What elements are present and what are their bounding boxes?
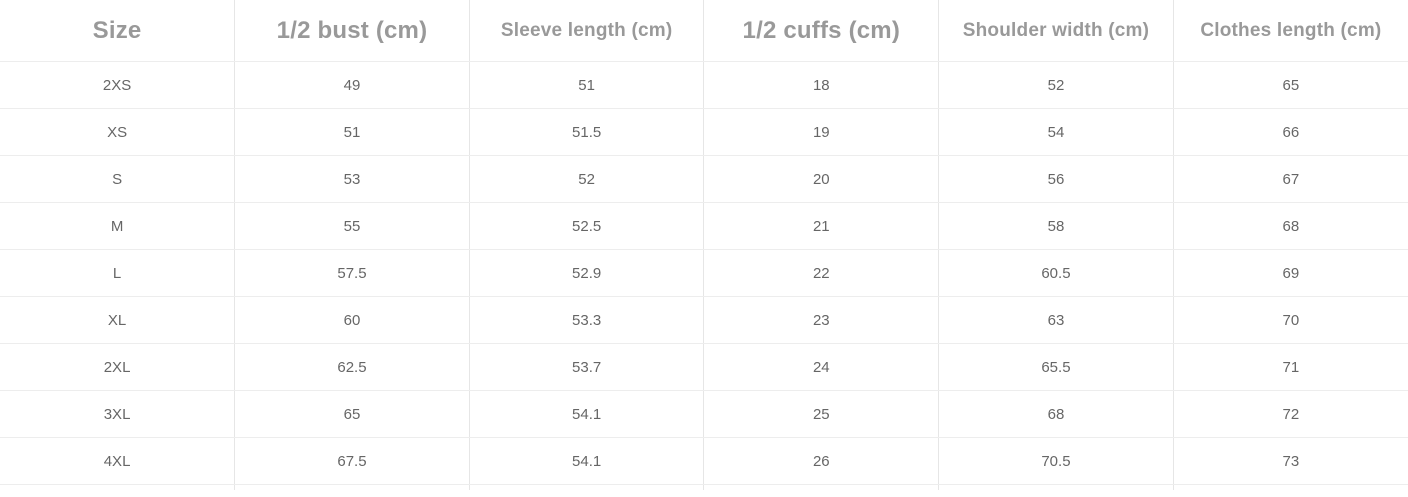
table-row: M 55 52.5 21 58 68	[0, 202, 1408, 250]
measurement-cell: 22	[703, 249, 939, 297]
measurement-cell: 65.5	[938, 343, 1174, 391]
measurement-cell: 52.9	[468, 249, 704, 297]
table-filler-cell	[1172, 484, 1408, 490]
measurement-cell: 62.5	[234, 343, 470, 391]
measurement-cell: 18	[703, 61, 939, 109]
measurement-cell: 52	[468, 155, 704, 203]
measurement-cell: 26	[703, 437, 939, 485]
measurement-cell: 60	[234, 296, 470, 344]
table-row: 4XL 67.5 54.1 26 70.5 73	[0, 437, 1408, 485]
table-filler-cell	[468, 484, 704, 490]
header-row: Size 1/2 bust (cm) Sleeve length (cm) 1/…	[0, 0, 1408, 62]
measurement-cell: 21	[703, 202, 939, 250]
measurement-cell: 55	[234, 202, 470, 250]
size-label-cell: 4XL	[0, 437, 235, 485]
measurement-cell: 68	[1172, 202, 1408, 250]
table-row: S 53 52 20 56 67	[0, 155, 1408, 203]
measurement-cell: 51.5	[468, 108, 704, 156]
measurement-cell: 66	[1172, 108, 1408, 156]
measurement-cell: 54.1	[468, 390, 704, 438]
measurement-cell: 52	[938, 61, 1174, 109]
measurement-cell: 60.5	[938, 249, 1174, 297]
column-header-clothes-length: Clothes length (cm)	[1172, 0, 1408, 62]
measurement-cell: 67	[1172, 155, 1408, 203]
size-label-cell: XS	[0, 108, 235, 156]
measurement-cell: 53	[234, 155, 470, 203]
measurement-cell: 19	[703, 108, 939, 156]
measurement-cell: 67.5	[234, 437, 470, 485]
table-row: XS 51 51.5 19 54 66	[0, 108, 1408, 156]
measurement-cell: 23	[703, 296, 939, 344]
size-label-cell: L	[0, 249, 235, 297]
measurement-cell: 70	[1172, 296, 1408, 344]
table-row: 2XL 62.5 53.7 24 65.5 71	[0, 343, 1408, 391]
column-header-shoulder-width: Shoulder width (cm)	[938, 0, 1174, 62]
measurement-cell: 49	[234, 61, 470, 109]
measurement-cell: 68	[938, 390, 1174, 438]
measurement-cell: 57.5	[234, 249, 470, 297]
table-row: L 57.5 52.9 22 60.5 69	[0, 249, 1408, 297]
column-header-size: Size	[0, 0, 235, 62]
measurement-cell: 65	[234, 390, 470, 438]
column-header-sleeve-length: Sleeve length (cm)	[468, 0, 704, 62]
table-row: 2XS 49 51 18 52 65	[0, 61, 1408, 109]
measurement-cell: 71	[1172, 343, 1408, 391]
measurement-cell: 53.7	[468, 343, 704, 391]
size-chart-header: Size 1/2 bust (cm) Sleeve length (cm) 1/…	[0, 0, 1408, 62]
table-row: 3XL 65 54.1 25 68 72	[0, 390, 1408, 438]
size-label-cell: M	[0, 202, 235, 250]
size-chart-body: 2XS 49 51 18 52 65 XS 51 51.5 19 54 66 S 53 52 20 56 67 M 5…	[0, 61, 1408, 491]
table-filler-cell	[234, 484, 470, 490]
column-header-half-cuffs: 1/2 cuffs (cm)	[703, 0, 939, 62]
measurement-cell: 52.5	[468, 202, 704, 250]
measurement-cell: 20	[703, 155, 939, 203]
measurement-cell: 51	[468, 61, 704, 109]
measurement-cell: 58	[938, 202, 1174, 250]
measurement-cell: 65	[1172, 61, 1408, 109]
size-label-cell: 2XL	[0, 343, 235, 391]
table-filler-row	[0, 484, 1408, 491]
measurement-cell: 69	[1172, 249, 1408, 297]
measurement-cell: 73	[1172, 437, 1408, 485]
table-filler-cell	[938, 484, 1174, 490]
size-label-cell: 2XS	[0, 61, 235, 109]
measurement-cell: 63	[938, 296, 1174, 344]
measurement-cell: 54.1	[468, 437, 704, 485]
column-header-half-bust: 1/2 bust (cm)	[234, 0, 470, 62]
size-label-cell: S	[0, 155, 235, 203]
measurement-cell: 70.5	[938, 437, 1174, 485]
measurement-cell: 54	[938, 108, 1174, 156]
measurement-cell: 72	[1172, 390, 1408, 438]
table-filler-cell	[0, 485, 235, 491]
measurement-cell: 24	[703, 343, 939, 391]
size-label-cell: 3XL	[0, 390, 235, 438]
measurement-cell: 53.3	[468, 296, 704, 344]
size-label-cell: XL	[0, 296, 235, 344]
measurement-cell: 56	[938, 155, 1174, 203]
table-row: XL 60 53.3 23 63 70	[0, 296, 1408, 344]
measurement-cell: 25	[703, 390, 939, 438]
measurement-cell: 51	[234, 108, 470, 156]
table-filler-cell	[703, 484, 939, 490]
